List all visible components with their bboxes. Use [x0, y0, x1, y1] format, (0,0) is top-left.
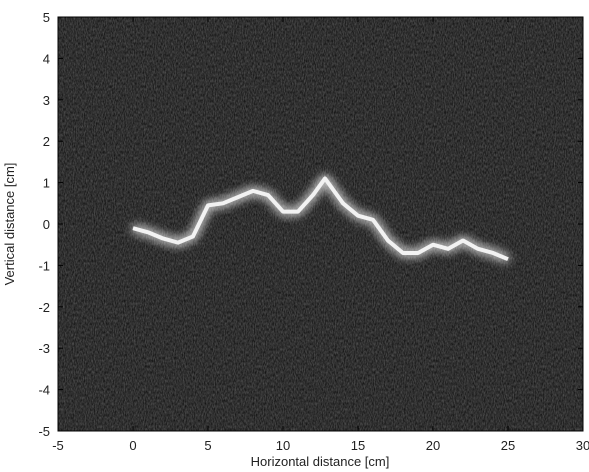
x-tick-label: 30	[576, 438, 589, 453]
x-tick-label: 15	[351, 438, 365, 453]
x-tick-label: 5	[204, 438, 211, 453]
y-tick-label: 2	[43, 134, 50, 149]
x-axis-label: Horizontal distance [cm]	[251, 454, 390, 469]
y-tick-label: -3	[38, 341, 50, 356]
y-tick-label: 0	[43, 217, 50, 232]
y-tick-label: 5	[43, 10, 50, 25]
y-tick-label: 4	[43, 51, 50, 66]
plot-layer	[132, 176, 509, 262]
x-tick-label: 25	[501, 438, 515, 453]
y-tick-label: -4	[38, 383, 50, 398]
image-noise	[58, 17, 583, 431]
x-tick-label: 0	[129, 438, 136, 453]
y-tick-label: 1	[43, 176, 50, 191]
x-tick-label: 10	[276, 438, 290, 453]
x-tick-label: -5	[52, 438, 64, 453]
y-tick-label: -2	[38, 300, 50, 315]
y-axis-label: Vertical distance [cm]	[2, 163, 17, 286]
x-tick-label: 20	[426, 438, 440, 453]
y-tick-label: 3	[43, 93, 50, 108]
y-tick-label: -5	[38, 424, 50, 439]
trace-line	[132, 176, 509, 262]
y-tick-label: -1	[38, 258, 50, 273]
